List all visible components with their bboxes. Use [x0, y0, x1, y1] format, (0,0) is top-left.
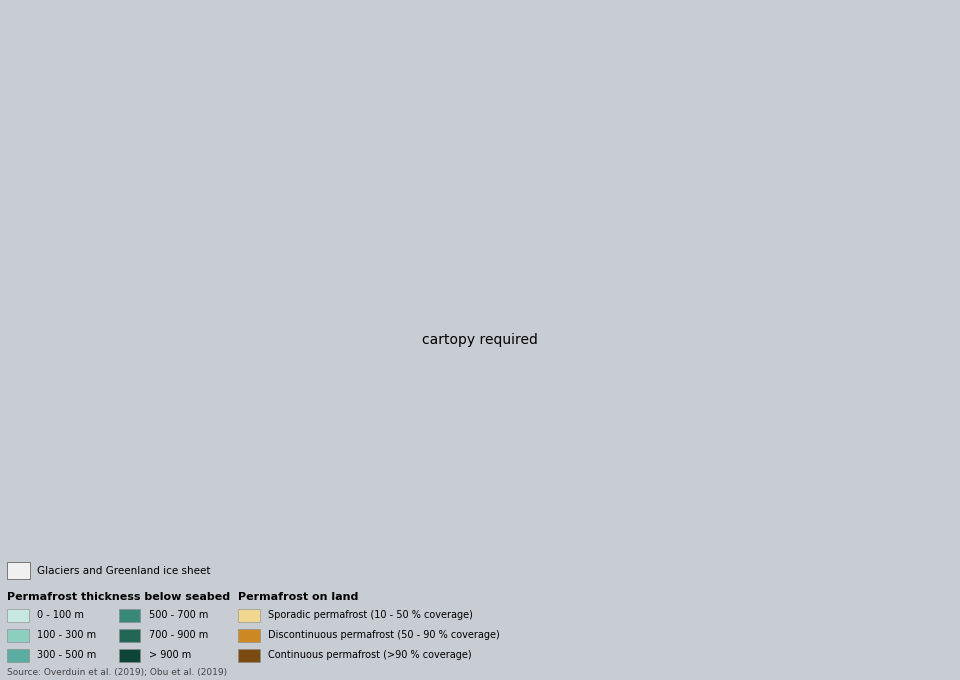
Text: 300 - 500 m: 300 - 500 m [37, 651, 97, 660]
Text: 700 - 900 m: 700 - 900 m [150, 630, 208, 641]
Text: 0 - 100 m: 0 - 100 m [37, 611, 84, 620]
Text: 500 - 700 m: 500 - 700 m [150, 611, 208, 620]
Text: Permafrost thickness below seabed: Permafrost thickness below seabed [7, 592, 230, 602]
Text: Glaciers and Greenland ice sheet: Glaciers and Greenland ice sheet [36, 566, 210, 576]
Text: Continuous permafrost (>90 % coverage): Continuous permafrost (>90 % coverage) [269, 651, 472, 660]
Bar [7, 609, 29, 622]
Bar [7, 562, 30, 579]
Text: Permafrost on land: Permafrost on land [238, 592, 358, 602]
Text: Sporadic permafrost (10 - 50 % coverage): Sporadic permafrost (10 - 50 % coverage) [269, 611, 473, 620]
Bar [7, 649, 29, 662]
Bar [238, 629, 259, 642]
Bar [238, 649, 259, 662]
Text: Source: Overduin et al. (2019); Obu et al. (2019): Source: Overduin et al. (2019); Obu et a… [7, 668, 228, 677]
Text: > 900 m: > 900 m [150, 651, 192, 660]
Text: Discontinuous permafrost (50 - 90 % coverage): Discontinuous permafrost (50 - 90 % cove… [269, 630, 500, 641]
Bar [238, 609, 259, 622]
Bar [7, 629, 29, 642]
Bar [119, 609, 140, 622]
Text: 100 - 300 m: 100 - 300 m [37, 630, 97, 641]
Text: cartopy required: cartopy required [422, 333, 538, 347]
Bar [119, 629, 140, 642]
Bar [119, 649, 140, 662]
